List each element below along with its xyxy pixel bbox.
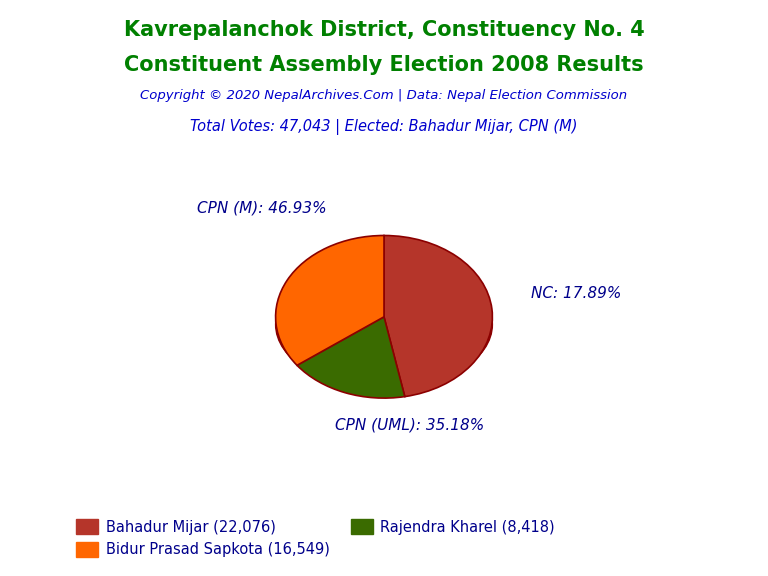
Wedge shape bbox=[276, 236, 384, 365]
Text: CPN (M): 46.93%: CPN (M): 46.93% bbox=[197, 201, 326, 216]
Ellipse shape bbox=[276, 260, 492, 389]
Text: Kavrepalanchok District, Constituency No. 4: Kavrepalanchok District, Constituency No… bbox=[124, 20, 644, 40]
Text: Constituent Assembly Election 2008 Results: Constituent Assembly Election 2008 Resul… bbox=[124, 55, 644, 75]
Text: Copyright © 2020 NepalArchives.Com | Data: Nepal Election Commission: Copyright © 2020 NepalArchives.Com | Dat… bbox=[141, 89, 627, 103]
Wedge shape bbox=[384, 236, 492, 397]
Text: NC: 17.89%: NC: 17.89% bbox=[531, 286, 621, 301]
Legend: Bahadur Mijar (22,076), Bidur Prasad Sapkota (16,549), Rajendra Kharel (8,418): Bahadur Mijar (22,076), Bidur Prasad Sap… bbox=[76, 519, 555, 557]
Text: CPN (UML): 35.18%: CPN (UML): 35.18% bbox=[335, 418, 484, 433]
Wedge shape bbox=[297, 317, 405, 398]
Text: Total Votes: 47,043 | Elected: Bahadur Mijar, CPN (M): Total Votes: 47,043 | Elected: Bahadur M… bbox=[190, 119, 578, 135]
